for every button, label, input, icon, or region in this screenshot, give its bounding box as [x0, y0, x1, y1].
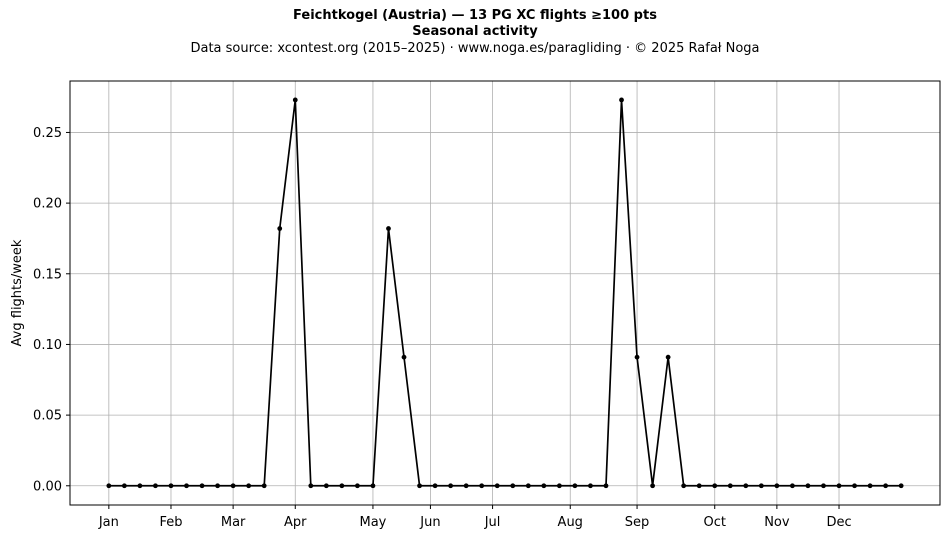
data-point — [836, 483, 842, 489]
y-tick-label: 0.25 — [33, 126, 62, 141]
x-tick-label-sep: Sep — [625, 515, 650, 530]
data-point — [448, 483, 454, 489]
data-point — [758, 483, 764, 489]
data-point — [541, 483, 547, 489]
data-point — [727, 483, 733, 489]
data-point — [106, 483, 112, 489]
y-tick-label: 0.00 — [33, 479, 62, 494]
x-tick-label-jun: Jun — [419, 515, 440, 530]
data-point — [277, 226, 283, 231]
data-point — [619, 97, 624, 103]
data-point — [572, 483, 578, 489]
data-point — [665, 354, 671, 360]
data-point — [525, 483, 531, 489]
data-source-note: Data source: xcontest.org (2015–2025) · … — [190, 41, 760, 56]
y-tick-label: 0.20 — [33, 197, 62, 212]
plot-frame — [69, 80, 941, 506]
x-tick-label-jul: Jul — [484, 515, 501, 530]
x-tick-label-may: May — [360, 515, 387, 530]
chart-title: Feichtkogel (Austria) — 13 PG XC flights… — [293, 8, 657, 23]
chart-subtitle: Seasonal activity — [412, 24, 538, 39]
data-point — [743, 483, 749, 489]
data-point — [292, 97, 298, 103]
data-point — [417, 483, 422, 489]
y-tick-label: 0.05 — [33, 409, 62, 424]
data-point — [355, 483, 360, 489]
series-layer — [106, 97, 904, 489]
x-tick-label-jan: Jan — [98, 515, 119, 530]
tick-layer: 0.00 0.05 0.10 0.15 0.20 0.25 Jan Feb Mar Apr May J… — [33, 126, 852, 530]
data-point — [199, 483, 205, 489]
data-point — [386, 226, 391, 231]
data-point — [401, 354, 407, 360]
data-point — [867, 483, 873, 489]
data-point — [494, 483, 500, 489]
data-point — [774, 483, 780, 489]
data-point — [339, 483, 345, 489]
y-axis-label: Avg flights/week — [10, 239, 25, 346]
data-point — [681, 483, 687, 489]
data-point — [898, 483, 904, 489]
data-point — [184, 483, 189, 489]
data-point — [308, 483, 314, 489]
grid-layer — [70, 81, 940, 505]
data-point — [370, 483, 376, 489]
data-point — [696, 483, 702, 489]
x-tick-label-oct: Oct — [703, 515, 725, 530]
data-point — [246, 483, 252, 489]
data-point — [852, 483, 857, 489]
data-point — [712, 483, 718, 489]
data-point — [261, 483, 267, 489]
data-point — [650, 483, 655, 489]
data-point — [215, 483, 220, 489]
data-point — [556, 483, 562, 489]
data-point — [137, 483, 143, 489]
x-tick-label-aug: Aug — [558, 515, 583, 530]
data-point — [821, 483, 826, 489]
x-tick-label-dec: Dec — [826, 515, 851, 530]
data-point — [168, 483, 174, 489]
data-point — [230, 483, 236, 489]
series-line — [108, 99, 902, 487]
data-point — [603, 483, 609, 489]
data-point — [790, 483, 795, 489]
data-point — [463, 483, 469, 489]
data-point — [883, 483, 889, 489]
x-tick-label-feb: Feb — [159, 515, 182, 530]
data-point — [323, 483, 329, 489]
data-point — [634, 354, 640, 360]
data-point — [432, 483, 438, 489]
x-tick-label-apr: Apr — [284, 515, 307, 530]
data-point — [479, 483, 485, 489]
x-tick-label-nov: Nov — [764, 515, 790, 530]
chart-title-block: Feichtkogel (Austria) — 13 PG XC flights… — [0, 8, 950, 58]
data-point — [153, 483, 158, 489]
data-point — [510, 483, 516, 489]
data-point — [588, 483, 593, 489]
y-tick-label: 0.10 — [33, 338, 62, 353]
y-tick-label: 0.15 — [33, 267, 62, 282]
data-point — [805, 483, 811, 489]
data-point — [121, 483, 127, 489]
x-tick-label-mar: Mar — [221, 515, 246, 530]
